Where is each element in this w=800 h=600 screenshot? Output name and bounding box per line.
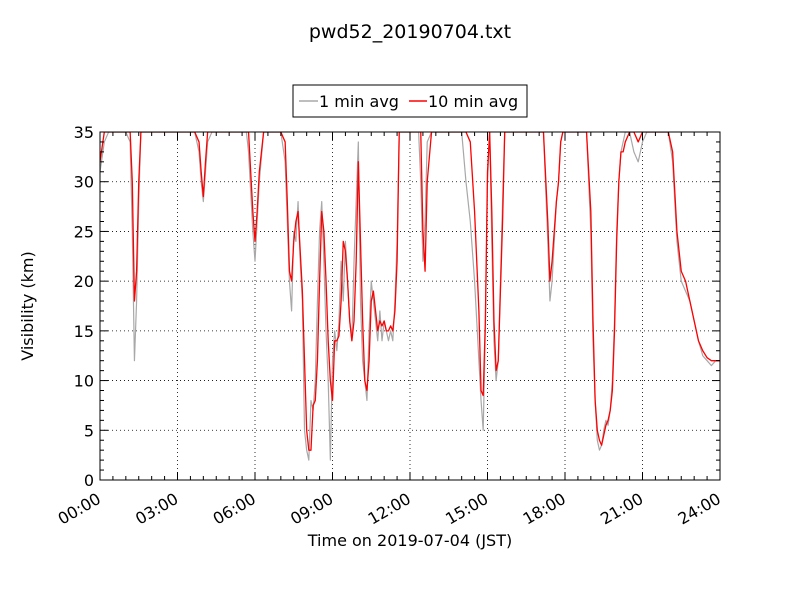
series-line-10-min-avg [100,132,720,451]
legend-label-1-min-avg: 1 min avg [319,92,399,111]
y-tick-label: 15 [74,322,94,341]
y-tick-label: 0 [84,471,94,490]
y-tick-label: 10 [74,372,94,391]
y-tick-label: 25 [74,222,94,241]
y-tick-label: 5 [84,421,94,440]
y-tick-label: 35 [74,123,94,142]
chart-title: pwd52_20190704.txt [309,21,511,43]
x-axis-label: Time on 2019-07-04 (JST) [307,531,512,550]
y-tick-labels: 0 5 10 15 20 25 30 35 [74,123,94,490]
y-tick-label: 30 [74,173,94,192]
legend-label-10-min-avg: 10 min avg [428,92,518,111]
y-tick-label: 20 [74,272,94,291]
series-line-1-min-avg [100,132,720,461]
legend: 1 min avg 10 min avg [292,84,528,118]
series-lines [100,132,720,461]
y-axis-label: Visibility (km) [18,251,37,360]
plot-frame [99,131,721,481]
